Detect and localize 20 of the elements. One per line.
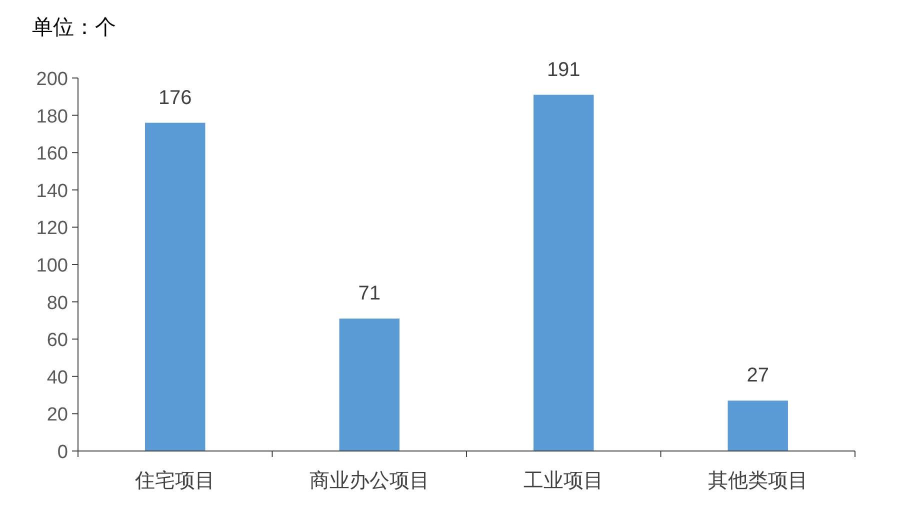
data-label: 191 xyxy=(546,58,580,81)
y-tick-label: 160 xyxy=(36,144,68,165)
y-tick-label: 20 xyxy=(46,404,68,426)
y-tick-label: 0 xyxy=(57,442,68,463)
y-tick-label: 140 xyxy=(36,180,68,202)
y-tick-label: 100 xyxy=(36,256,68,276)
x-tick-label: 商业办公项目 xyxy=(309,470,430,492)
y-tick-label: 80 xyxy=(46,292,68,314)
y-tick-label: 200 xyxy=(36,69,68,90)
x-tick-label: 工业项目 xyxy=(524,470,604,492)
y-tick-label: 120 xyxy=(36,218,68,240)
y-tick-label: 60 xyxy=(46,330,68,352)
data-label: 27 xyxy=(746,364,769,387)
y-axis-title: 单位：个 xyxy=(32,16,116,39)
data-label: 71 xyxy=(358,282,380,305)
y-tick-label: 180 xyxy=(36,106,68,128)
x-tick-label: 其他类项目 xyxy=(708,470,808,492)
x-tick-label: 住宅项目 xyxy=(134,469,216,492)
y-tick-label: 40 xyxy=(46,367,68,388)
data-label: 176 xyxy=(158,86,192,109)
